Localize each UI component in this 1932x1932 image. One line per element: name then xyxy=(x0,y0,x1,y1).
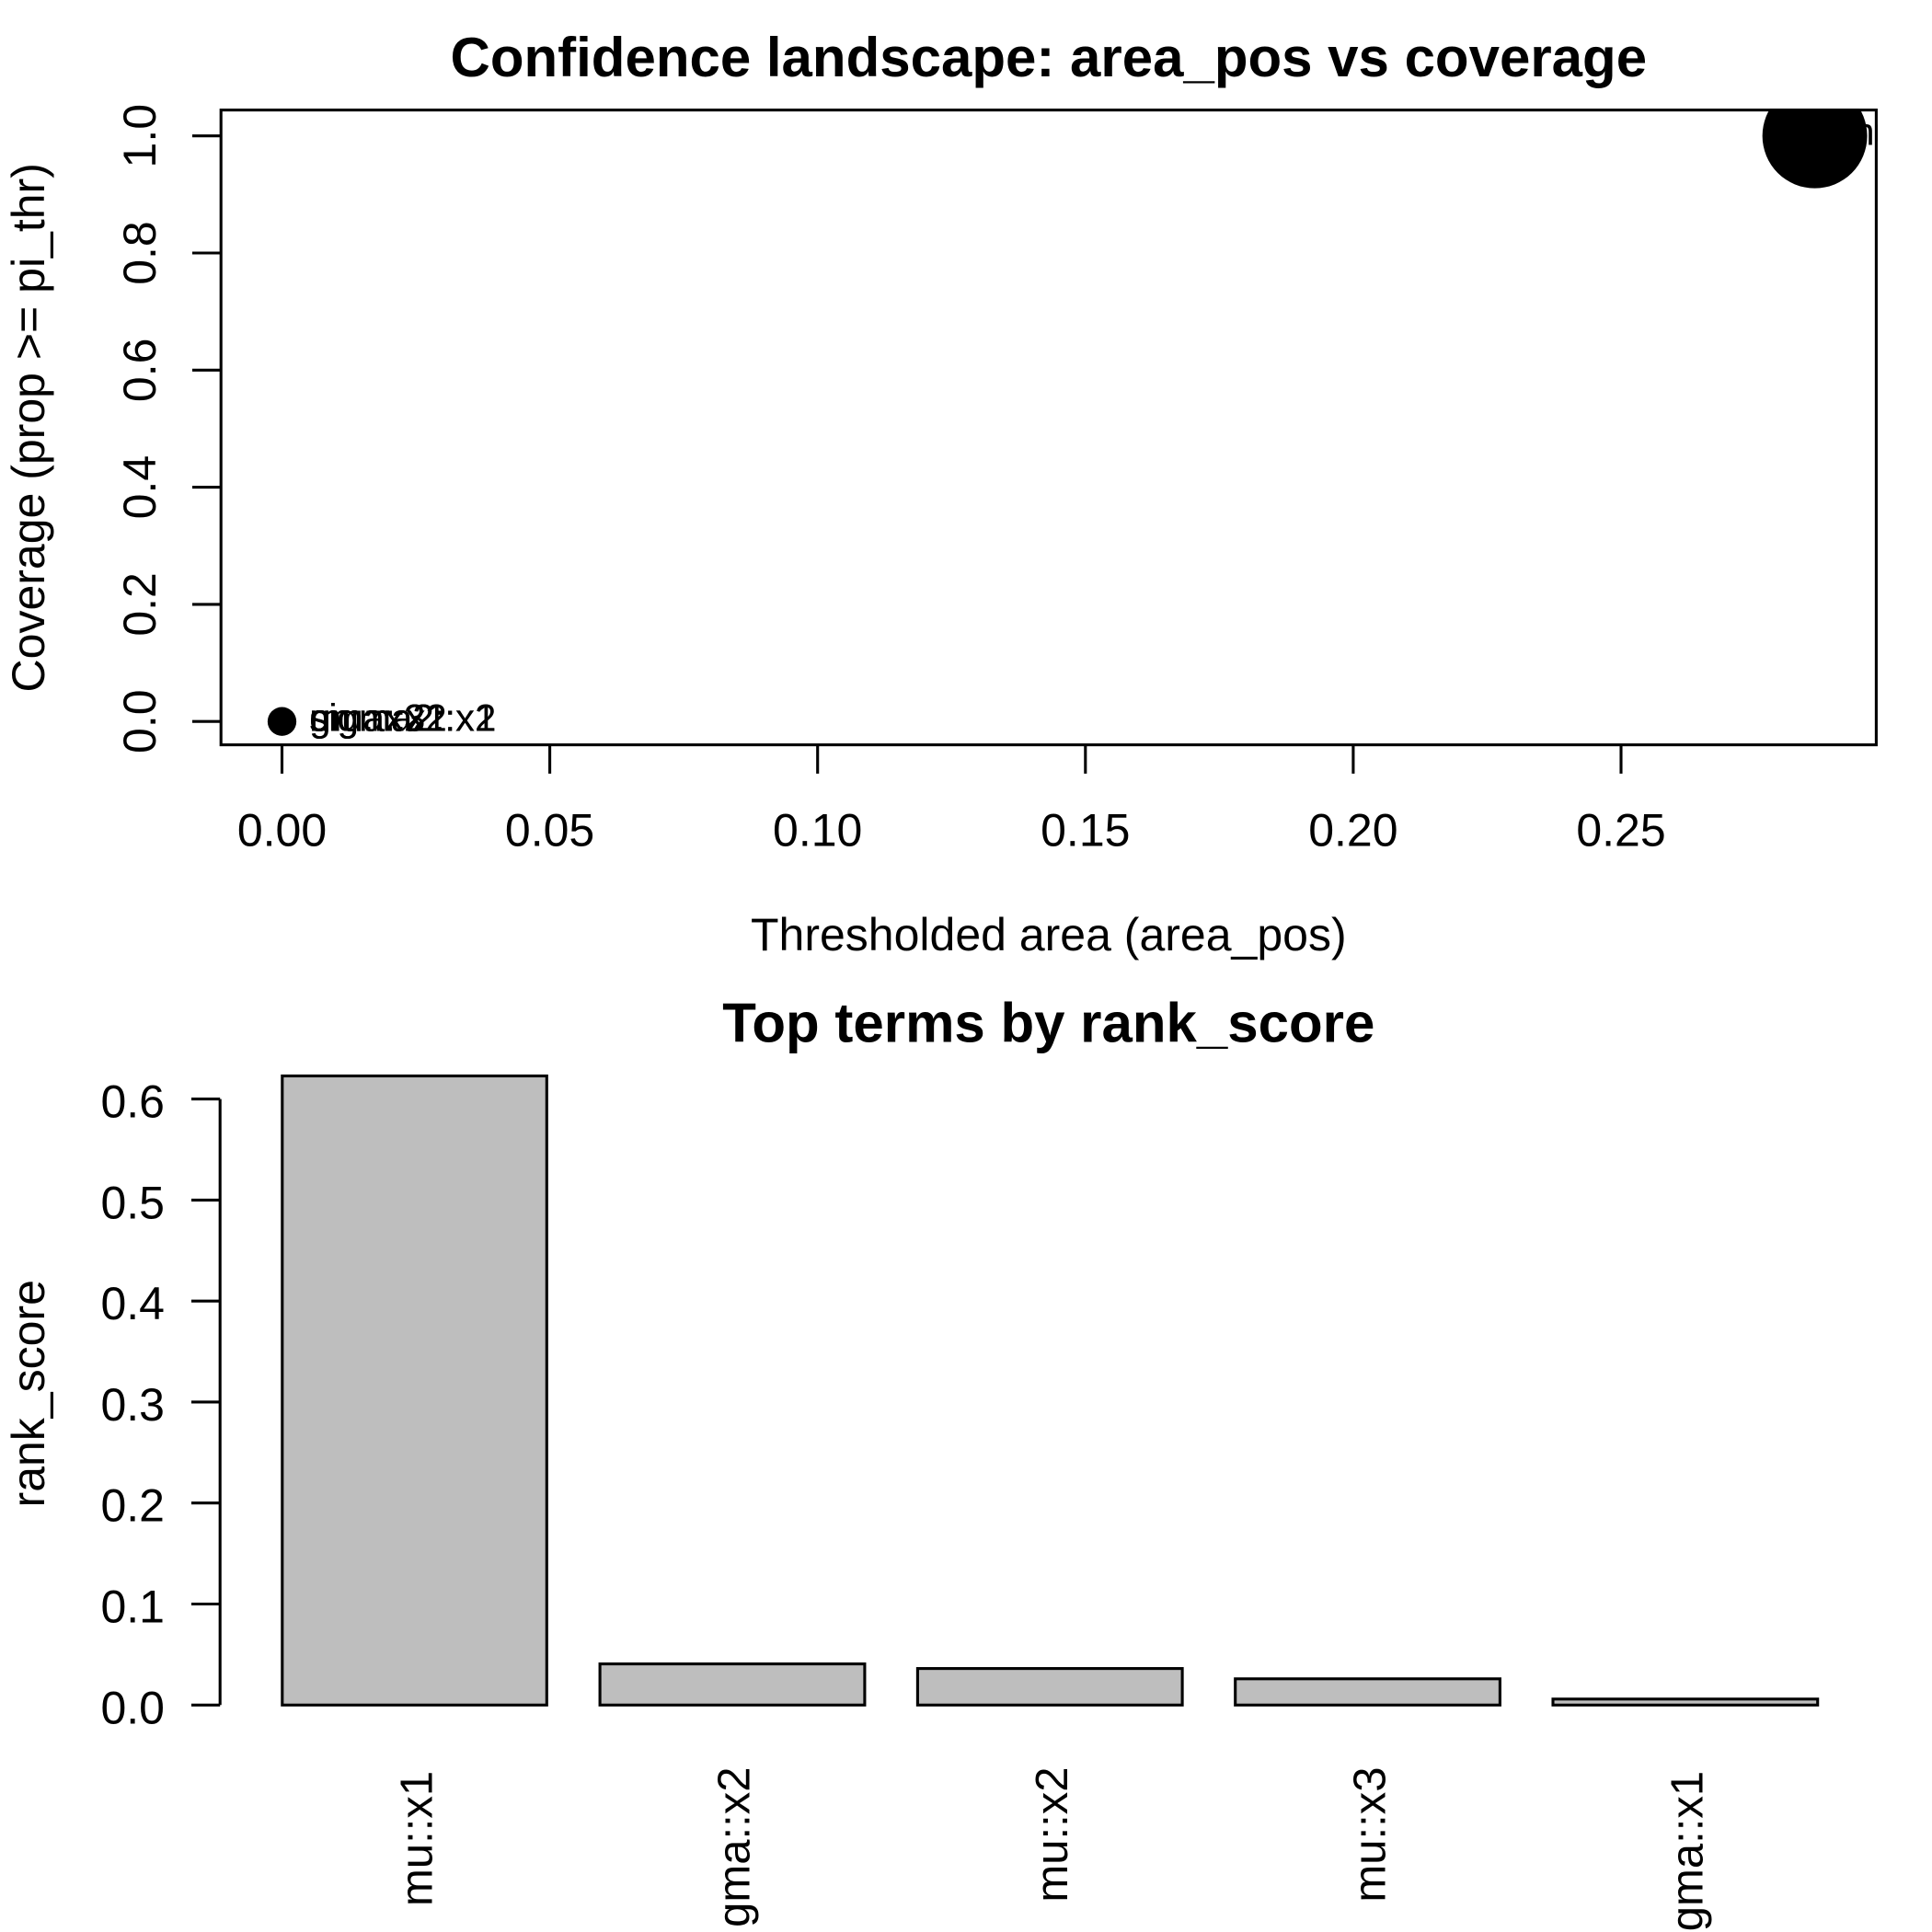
svg-text:mu::x1: mu::x1 xyxy=(1843,110,1932,154)
svg-text:0.6: 0.6 xyxy=(100,1076,165,1128)
svg-text:mu::x2: mu::x2 xyxy=(1028,1767,1077,1903)
svg-text:0.00: 0.00 xyxy=(237,805,327,857)
svg-text:Confidence landscape: area_pos: Confidence landscape: area_pos vs covera… xyxy=(451,27,1648,88)
svg-text:0.05: 0.05 xyxy=(505,805,594,857)
svg-text:gma::x1: gma::x1 xyxy=(309,696,446,740)
svg-text:0.6: 0.6 xyxy=(114,339,166,403)
svg-text:0.1: 0.1 xyxy=(100,1581,165,1633)
svg-text:gma::x2: gma::x2 xyxy=(710,1767,760,1927)
svg-text:0.0: 0.0 xyxy=(100,1682,165,1733)
svg-text:0.2: 0.2 xyxy=(100,1480,165,1532)
svg-text:mu::x3: mu::x3 xyxy=(1345,1767,1395,1903)
svg-text:0.10: 0.10 xyxy=(773,805,862,857)
svg-text:gma::x1: gma::x1 xyxy=(1663,1771,1713,1931)
svg-text:0.15: 0.15 xyxy=(1041,805,1130,857)
svg-text:Top terms by rank_score: Top terms by rank_score xyxy=(722,993,1374,1054)
svg-text:Coverage (prop >= pi_thr): Coverage (prop >= pi_thr) xyxy=(3,163,54,692)
svg-text:sigma2::x1: sigma2::x1 xyxy=(309,696,496,740)
svg-text:mu::x2: mu::x2 xyxy=(309,696,425,740)
svg-text:0.0: 0.0 xyxy=(114,689,166,753)
svg-text:Thresholded area (area_pos): Thresholded area (area_pos) xyxy=(751,909,1347,960)
svg-text:0.2: 0.2 xyxy=(114,572,166,637)
svg-text:0.4: 0.4 xyxy=(114,455,166,520)
svg-text:1.0: 1.0 xyxy=(114,104,166,168)
svg-text:mu::x1: mu::x1 xyxy=(392,1771,442,1906)
svg-text:0.5: 0.5 xyxy=(100,1177,165,1228)
svg-text:rank_score: rank_score xyxy=(3,1280,54,1507)
svg-text:0.25: 0.25 xyxy=(1576,805,1665,857)
svg-text:0.4: 0.4 xyxy=(100,1278,165,1329)
svg-text:0.3: 0.3 xyxy=(100,1379,165,1431)
svg-text:sigma2::x2: sigma2::x2 xyxy=(309,696,496,740)
svg-text:mu::x3: mu::x3 xyxy=(309,696,425,740)
svg-text:gma::x2: gma::x2 xyxy=(309,696,446,740)
svg-text:0.20: 0.20 xyxy=(1308,805,1397,857)
svg-text:0.8: 0.8 xyxy=(114,221,166,285)
